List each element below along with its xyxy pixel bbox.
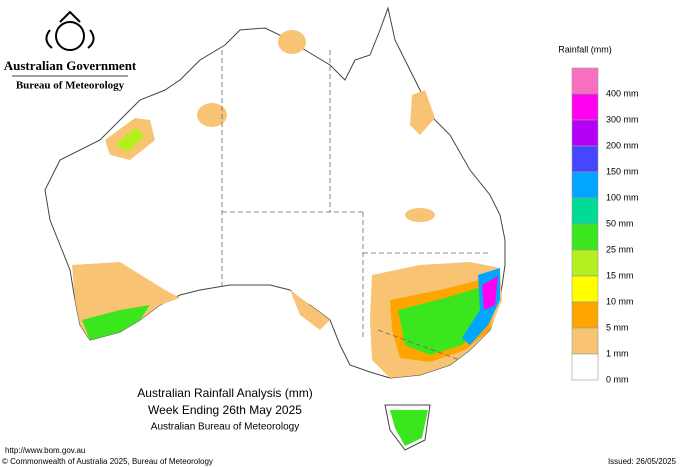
legend-swatch: [571, 145, 599, 173]
legend-swatch: [571, 197, 599, 225]
legend-label: 200 mm: [606, 140, 639, 150]
legend-swatch: [571, 301, 599, 329]
legend-swatch: [571, 223, 599, 251]
legend-label: 1 mm: [606, 348, 629, 358]
legend-swatch: [571, 171, 599, 199]
legend-label: 5 mm: [606, 322, 629, 332]
legend-swatch: [571, 119, 599, 147]
legend-swatch: [571, 67, 599, 95]
government-name: Australian Government: [4, 58, 137, 73]
legend-label: 100 mm: [606, 192, 639, 202]
legend-label: 0 mm: [606, 374, 629, 384]
footer-url: http://www.bom.gov.au: [5, 446, 85, 455]
legend-swatch: [571, 353, 599, 381]
legend-label: 25 mm: [606, 244, 634, 254]
legend-label: 300 mm: [606, 114, 639, 124]
footer-issued: Issued: 26/05/2025: [608, 457, 677, 466]
legend-label: 15 mm: [606, 270, 634, 280]
legend-label: 50 mm: [606, 218, 634, 228]
map-title: Australian Rainfall Analysis (mm): [137, 386, 312, 400]
map-subtitle: Week Ending 26th May 2025: [148, 403, 302, 417]
legend-label: 10 mm: [606, 296, 634, 306]
legend-label: 150 mm: [606, 166, 639, 176]
bureau-name: Bureau of Meteorology: [16, 80, 125, 92]
legend: Rainfall (mm) 400 mm 300 mm 200 mm 150 mm 10…: [558, 44, 638, 384]
legend-title: Rainfall (mm): [558, 44, 612, 54]
footer-copyright: © Commonwealth of Australia 2025, Bureau…: [2, 457, 213, 466]
legend-swatch: [571, 93, 599, 121]
legend-swatch: [571, 275, 599, 303]
australia-map: [44, 6, 506, 451]
legend-swatch: [571, 249, 599, 277]
legend-label: 400 mm: [606, 88, 639, 98]
map-source: Australian Bureau of Meteorology: [151, 422, 299, 433]
legend-swatch: [571, 327, 599, 355]
crest: [45, 10, 95, 51]
